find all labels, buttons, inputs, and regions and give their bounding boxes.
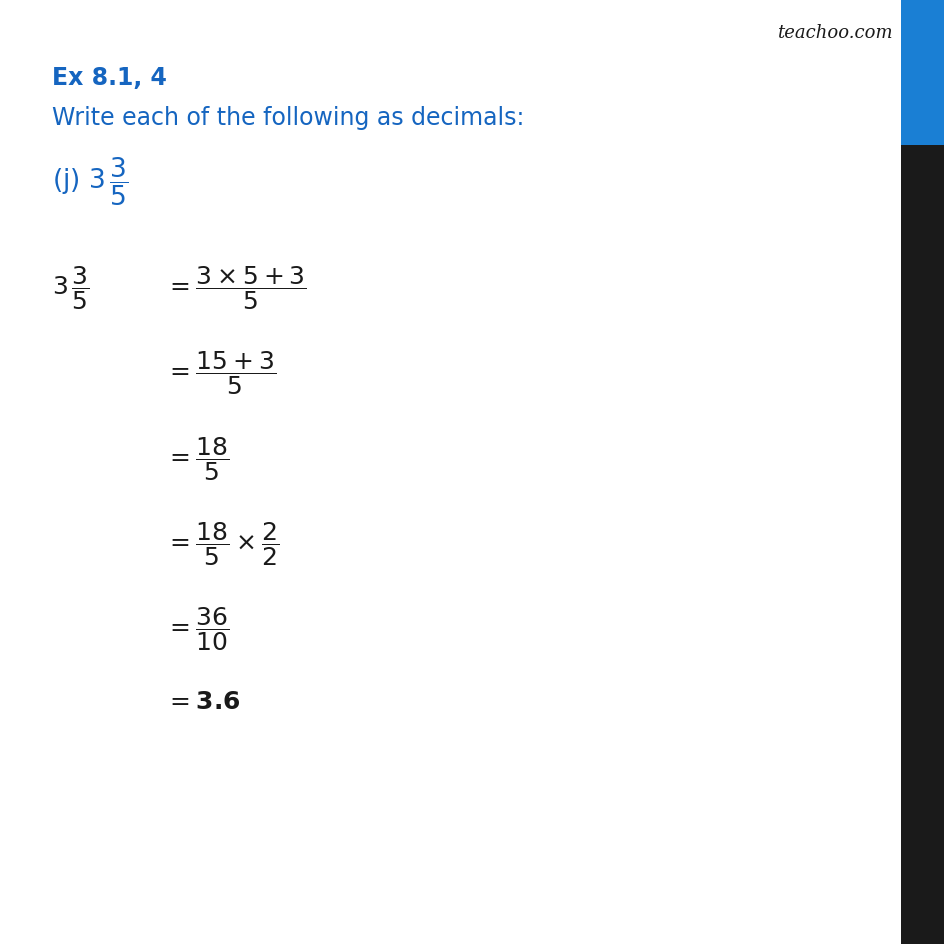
Text: $= \dfrac{15 + 3}{5}$: $= \dfrac{15 + 3}{5}$ (165, 349, 277, 397)
Text: teachoo.com: teachoo.com (777, 24, 892, 42)
Bar (900, 146, 944, 944)
Text: $= \dfrac{18}{5} \times \dfrac{2}{2}$: $= \dfrac{18}{5} \times \dfrac{2}{2}$ (165, 519, 279, 567)
Text: (j) $3\,\dfrac{3}{5}$: (j) $3\,\dfrac{3}{5}$ (52, 156, 128, 208)
Bar (900, 0, 944, 146)
Text: Ex 8.1, 4: Ex 8.1, 4 (52, 66, 167, 90)
Text: $= \dfrac{36}{10}$: $= \dfrac{36}{10}$ (165, 604, 229, 652)
Text: $= \dfrac{3 \times 5 + 3}{5}$: $= \dfrac{3 \times 5 + 3}{5}$ (165, 264, 307, 312)
Text: $3\,\dfrac{3}{5}$: $3\,\dfrac{3}{5}$ (52, 264, 90, 312)
Text: $= \dfrac{18}{5}$: $= \dfrac{18}{5}$ (165, 434, 229, 482)
Text: Write each of the following as decimals:: Write each of the following as decimals: (52, 106, 524, 129)
Text: $= \mathbf{3.6}$: $= \mathbf{3.6}$ (165, 689, 241, 713)
